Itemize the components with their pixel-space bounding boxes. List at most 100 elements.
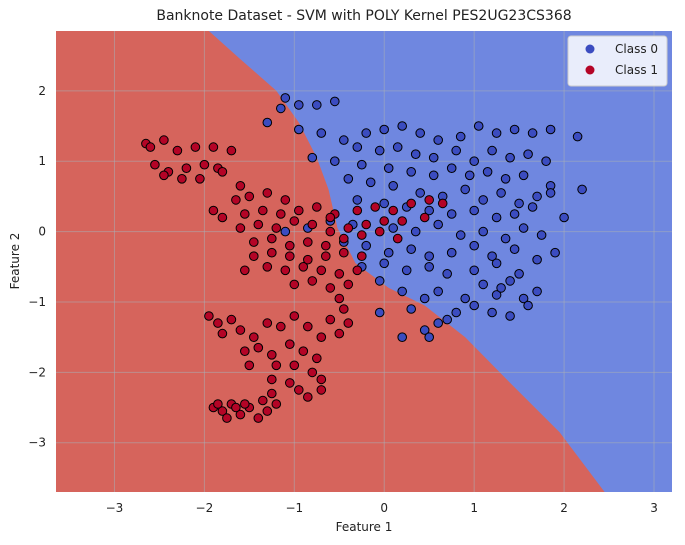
tick-labels: −3 −2 −1 0 1 2 3 −3 −2 −1 0 1 2 [28,84,658,515]
point-class-1 [298,346,309,357]
point-class-0 [383,163,394,173]
point-class-0 [527,128,538,138]
point-class-1 [217,212,228,223]
point-class-1 [325,283,336,293]
point-class-1 [343,223,354,233]
data-points [141,93,587,423]
point-class-0 [419,293,430,304]
point-class-1 [343,279,354,290]
point-class-1 [208,205,219,216]
point-class-1 [226,145,237,156]
point-class-1 [258,205,268,216]
point-class-0 [518,170,529,181]
legend-marker-class-1 [585,65,595,75]
point-class-1 [397,216,408,226]
legend-label-class-0: Class 0 [615,42,658,56]
point-class-1 [271,223,282,233]
point-class-1 [253,342,264,353]
point-class-1 [406,198,417,209]
point-class-0 [469,265,480,276]
point-class-1 [222,413,232,423]
point-class-1 [231,195,241,205]
point-class-1 [267,350,277,360]
point-class-0 [361,240,372,251]
point-class-0 [523,300,533,311]
legend: Class 0 Class 1 [567,35,668,87]
point-class-1 [370,202,381,212]
point-class-0 [374,276,385,286]
point-class-0 [487,145,497,156]
point-class-0 [572,131,583,142]
point-class-1 [285,240,295,251]
point-class-0 [451,307,462,318]
point-class-1 [150,159,160,170]
point-class-1 [267,233,277,244]
point-class-0 [505,311,515,321]
point-class-1 [325,226,336,237]
point-class-0 [388,181,399,191]
x-tick-label: −2 [196,501,214,515]
point-class-0 [451,145,462,156]
point-class-1 [159,135,169,145]
point-class-0 [532,254,542,265]
point-class-0 [312,100,322,110]
point-class-0 [469,156,480,166]
point-class-0 [455,131,466,142]
point-class-0 [343,174,354,184]
point-class-1 [339,247,349,258]
point-class-1 [226,314,237,325]
point-class-1 [379,216,390,226]
point-class-0 [455,230,466,240]
point-class-0 [478,195,489,205]
point-class-1 [285,378,295,388]
point-class-0 [410,149,421,159]
point-class-1 [258,395,268,406]
point-class-0 [316,128,327,138]
point-class-1 [271,360,282,371]
point-class-1 [213,318,223,328]
y-tick-label: −2 [28,365,46,379]
point-class-1 [312,353,322,364]
point-class-0 [509,244,520,254]
point-class-1 [289,360,300,371]
point-class-0 [469,240,480,251]
point-class-0 [410,226,421,237]
point-class-0 [330,96,340,107]
point-class-1 [249,237,259,247]
point-class-1 [285,339,295,350]
point-class-0 [532,191,542,202]
point-class-0 [424,262,435,272]
point-class-1 [217,167,228,177]
point-class-0 [294,100,304,110]
point-class-0 [361,128,372,138]
point-class-1 [392,233,403,244]
point-class-1 [298,262,309,272]
point-class-1 [217,328,228,339]
point-class-1 [262,188,273,198]
point-class-1 [280,195,291,205]
point-class-0 [388,223,399,233]
point-class-0 [442,269,453,279]
point-class-0 [460,184,471,195]
point-class-0 [424,251,435,262]
point-class-0 [379,198,390,209]
point-class-1 [195,174,205,184]
point-class-0 [330,156,340,166]
point-class-1 [181,163,192,173]
point-class-0 [428,152,439,163]
point-class-0 [294,124,304,135]
point-class-1 [307,367,318,378]
point-class-0 [433,286,444,297]
point-class-1 [172,145,183,156]
point-class-0 [276,103,286,114]
point-class-0 [500,174,511,184]
point-class-1 [240,346,250,357]
point-class-1 [253,413,264,423]
point-class-1 [321,251,331,262]
legend-label-class-1: Class 1 [615,63,658,77]
point-class-0 [541,156,551,166]
point-class-0 [478,226,489,237]
point-class-1 [343,318,354,328]
point-class-0 [379,258,390,269]
